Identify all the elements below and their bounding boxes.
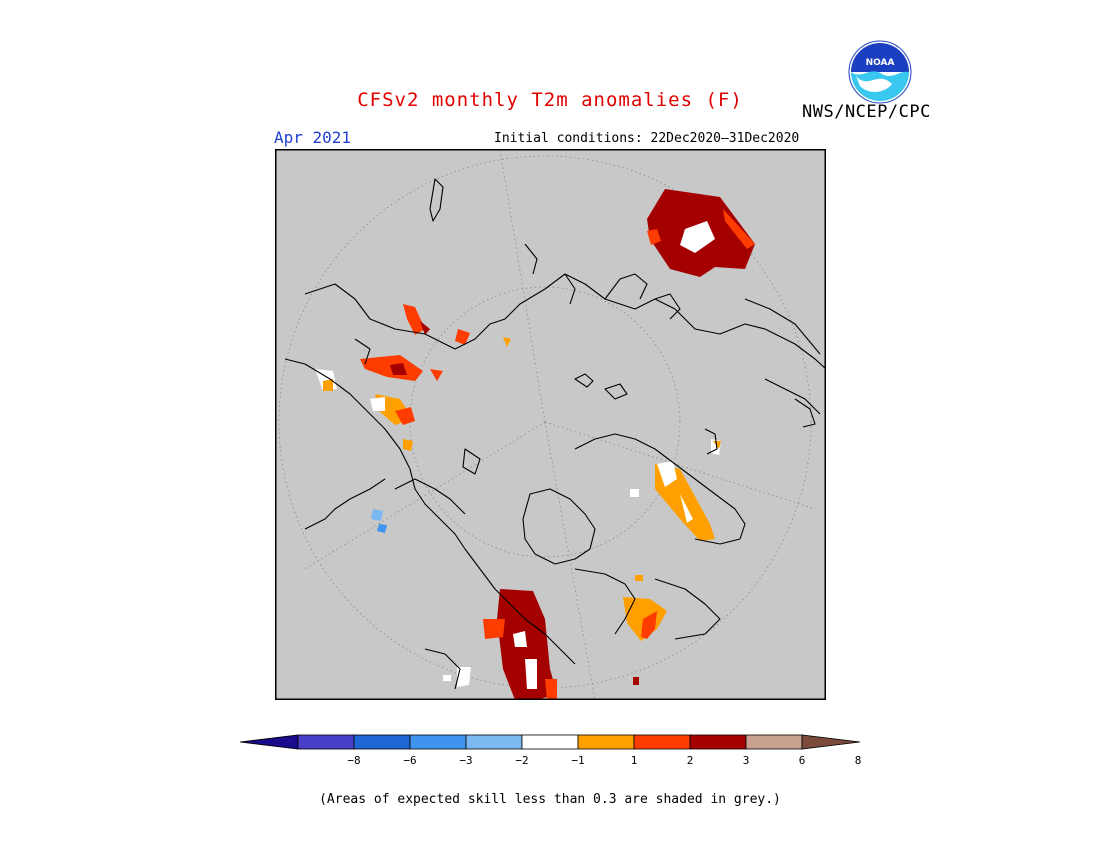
color-legend: −8 −6 −3 −2 −1 1 2 3 6 8 <box>239 734 862 767</box>
legend-swatch <box>521 734 579 750</box>
legend-swatch <box>297 734 355 750</box>
legend-tick-label: −1 <box>571 754 584 767</box>
legend-arrow-low <box>239 734 299 750</box>
legend-tick-label: −6 <box>403 754 416 767</box>
map-frame <box>275 149 826 700</box>
legend-tick-label: 3 <box>743 754 750 767</box>
legend-tick-label: −2 <box>515 754 528 767</box>
agency-label: NWS/NCEP/CPC <box>802 102 931 122</box>
coastlines <box>284 178 826 690</box>
legend-swatch <box>353 734 411 750</box>
legend-swatch <box>577 734 635 750</box>
anomaly-patches <box>315 189 755 700</box>
logo-text: NOAA <box>866 58 895 68</box>
anomaly-map <box>275 149 826 700</box>
legend-tick-label: 1 <box>631 754 638 767</box>
legend-tick-label: −3 <box>459 754 472 767</box>
legend-swatch <box>633 734 691 750</box>
initial-conditions: Initial conditions: 22Dec2020–31Dec2020 <box>494 131 800 146</box>
skill-note: (Areas of expected skill less than 0.3 a… <box>319 792 781 807</box>
forecast-month: Apr 2021 <box>274 128 352 147</box>
legend-tick-label: 2 <box>687 754 694 767</box>
legend-swatch <box>745 734 803 750</box>
noaa-logo-icon: NOAA <box>848 40 912 104</box>
legend-tick-label: 6 <box>799 754 806 767</box>
legend-arrow-high <box>801 734 861 750</box>
legend-tick-label: −8 <box>347 754 360 767</box>
legend-swatch <box>689 734 747 750</box>
legend-swatch <box>465 734 523 750</box>
legend-swatch <box>409 734 467 750</box>
legend-tick-label: 8 <box>855 754 862 767</box>
chart-title: CFSv2 monthly T2m anomalies (F) <box>357 89 743 111</box>
